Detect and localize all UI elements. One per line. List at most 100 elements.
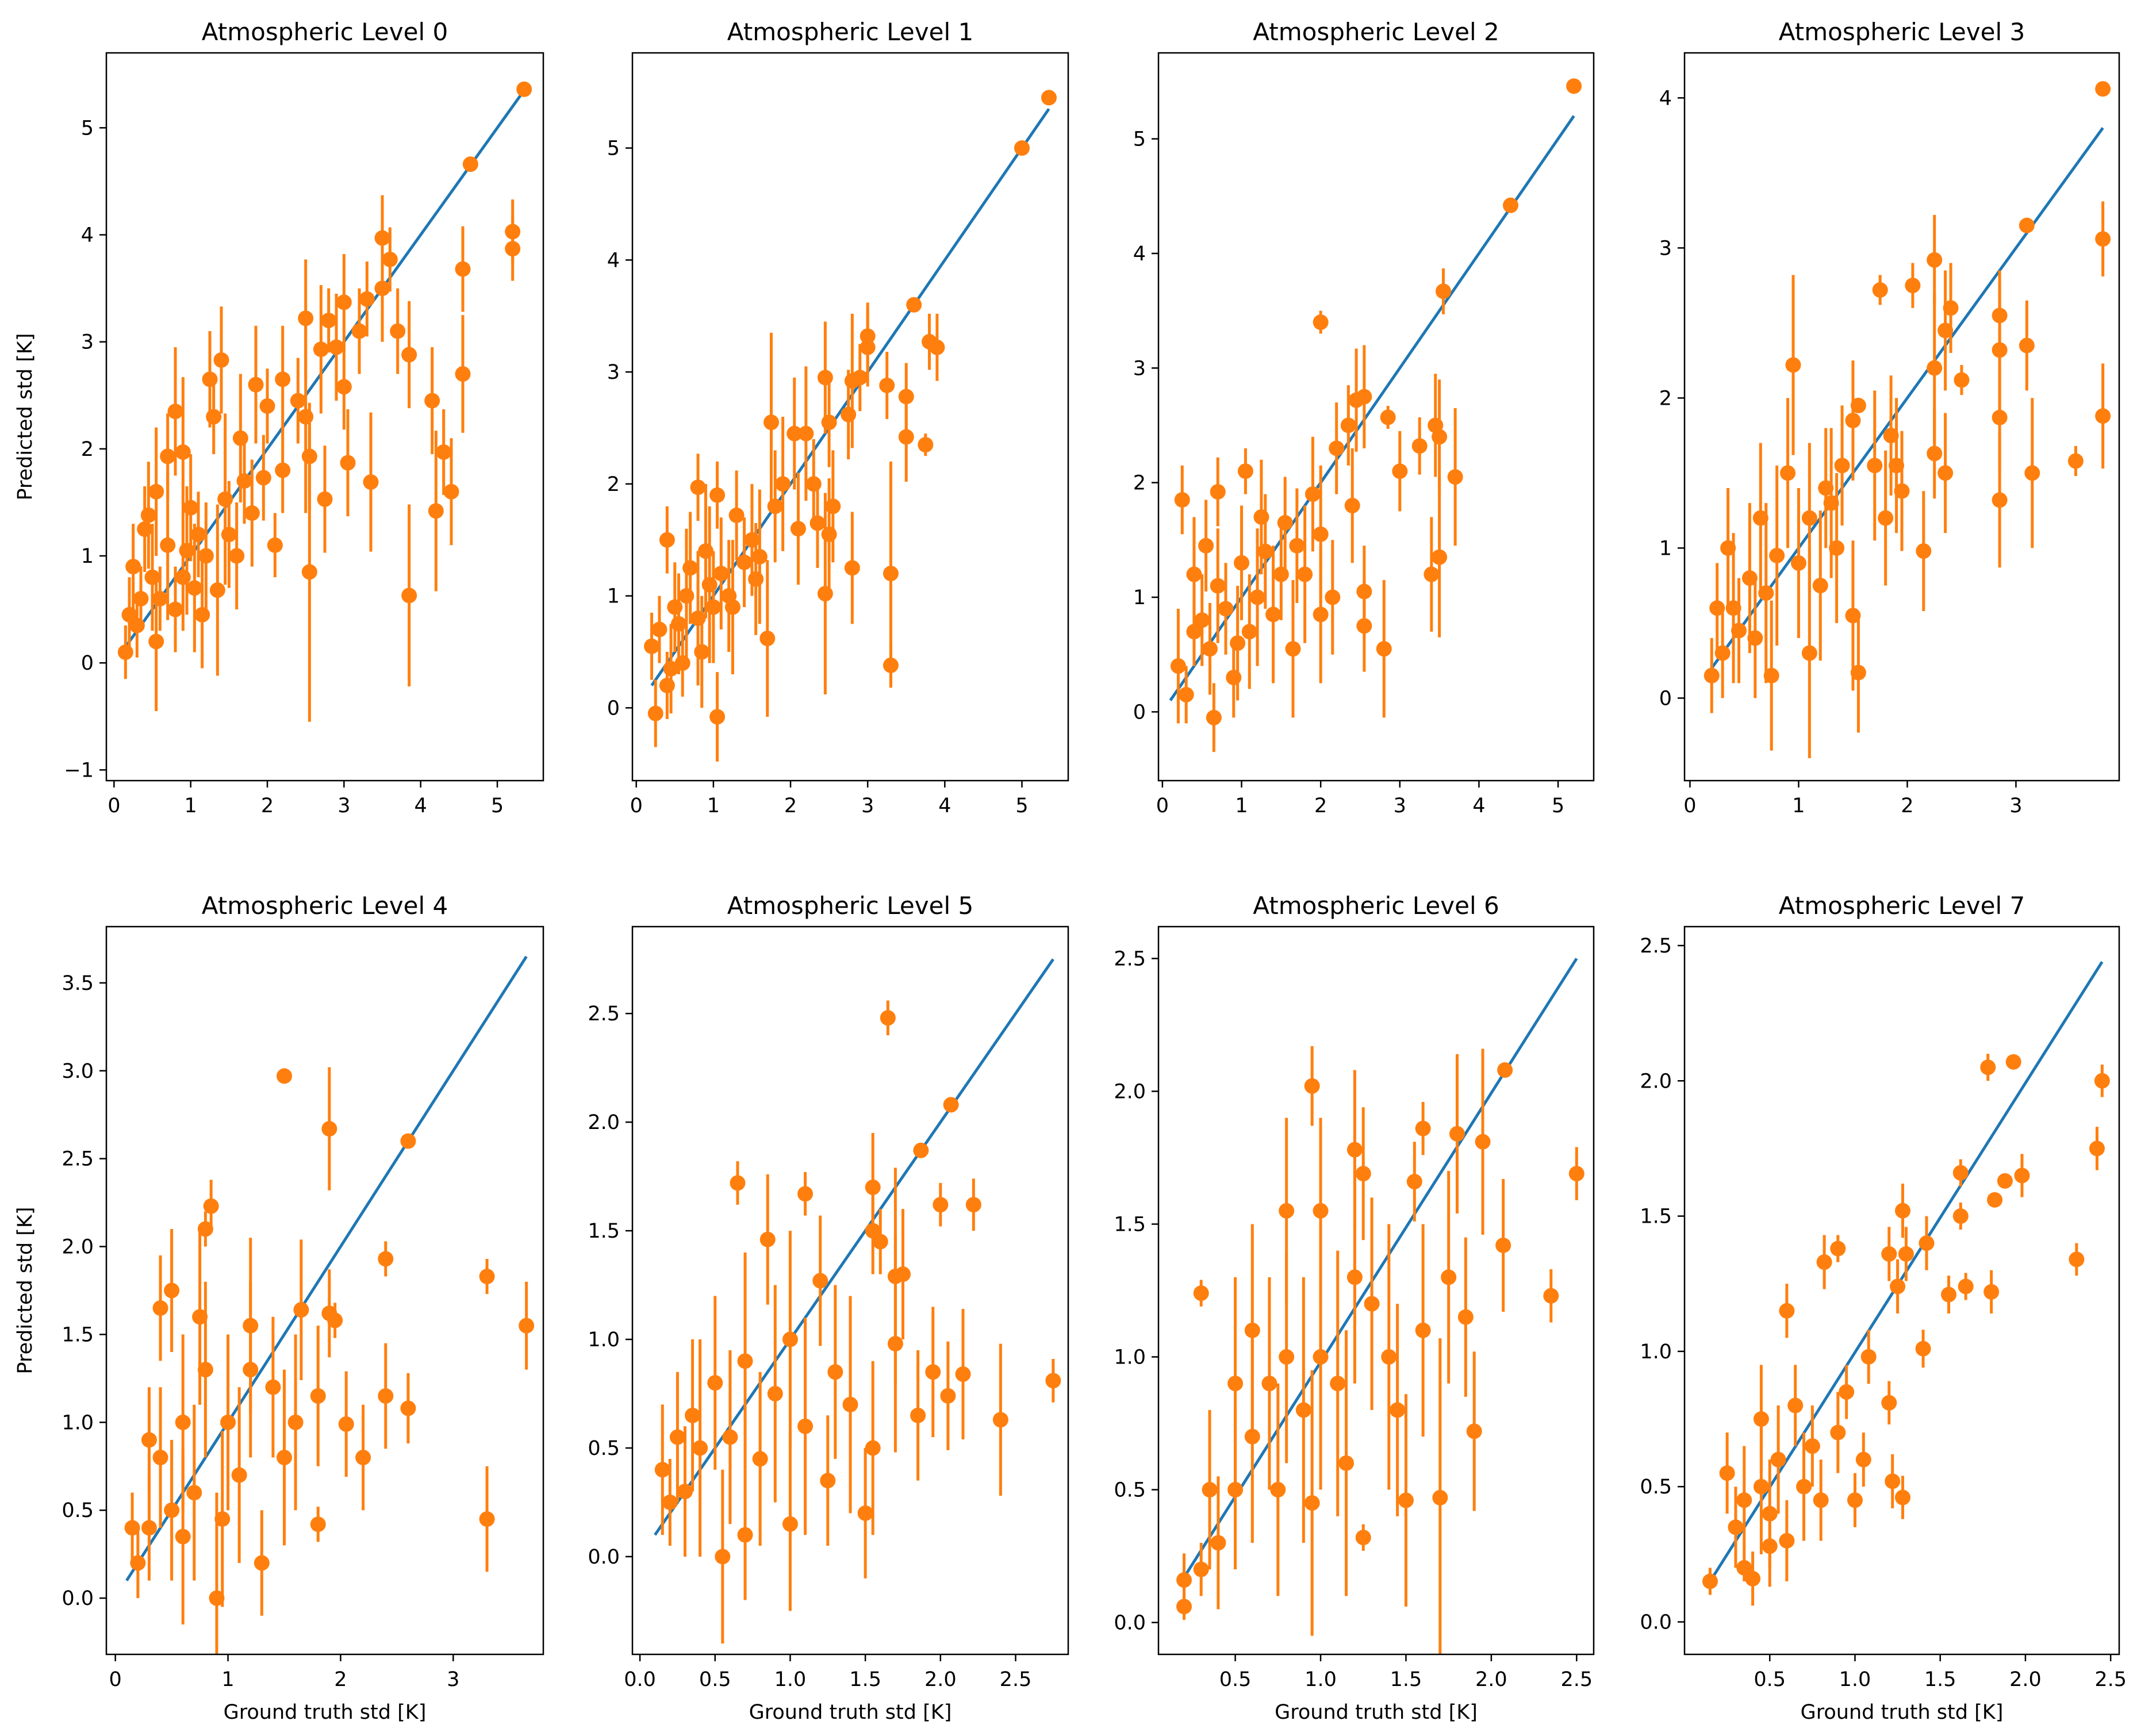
data-point bbox=[1176, 1572, 1192, 1588]
data-point bbox=[374, 281, 390, 297]
data-point bbox=[1432, 429, 1448, 445]
data-point bbox=[267, 537, 283, 553]
data-point bbox=[1495, 1237, 1511, 1253]
y-tick-label: 3.5 bbox=[62, 972, 94, 995]
data-point bbox=[198, 548, 214, 564]
data-point bbox=[1210, 1535, 1226, 1551]
data-point bbox=[1845, 608, 1861, 624]
data-point bbox=[1447, 469, 1463, 485]
data-point bbox=[164, 1282, 180, 1299]
data-point bbox=[1867, 458, 1883, 474]
data-point bbox=[1769, 547, 1785, 563]
data-point bbox=[1883, 428, 1899, 444]
y-tick-label: 1.0 bbox=[62, 1411, 94, 1434]
data-point bbox=[1566, 78, 1582, 94]
data-point bbox=[1210, 578, 1226, 594]
subplot-level-2: Atmospheric Level 2 0 1 2 3 4 5 0 1 2 3 4 5 bbox=[1133, 18, 1595, 817]
data-point bbox=[248, 377, 264, 393]
subplot-level-1: Atmospheric Level 1 0 1 2 3 4 5 0 1 2 3 4 5 bbox=[607, 18, 1069, 817]
data-point bbox=[659, 532, 675, 548]
data-point bbox=[455, 261, 471, 277]
data-point bbox=[1330, 1376, 1346, 1392]
data-point bbox=[1398, 1492, 1414, 1508]
data-point bbox=[209, 582, 225, 598]
data-point bbox=[197, 1221, 213, 1237]
data-point bbox=[880, 1010, 896, 1026]
data-point bbox=[1801, 510, 1817, 526]
data-point bbox=[1745, 1570, 1761, 1587]
y-axis-label: Predicted std [K] bbox=[14, 333, 37, 501]
data-point bbox=[797, 1186, 814, 1202]
data-point bbox=[1346, 1269, 1363, 1285]
y-tick-label: 2.0 bbox=[62, 1236, 94, 1259]
data-point bbox=[1186, 624, 1202, 640]
data-point bbox=[1890, 1278, 1906, 1295]
data-point bbox=[1202, 1482, 1218, 1498]
data-point bbox=[1261, 1376, 1277, 1392]
data-point bbox=[1313, 526, 1329, 542]
data-point bbox=[117, 644, 133, 660]
x-tick-label: 1 bbox=[707, 794, 720, 817]
data-point bbox=[175, 569, 191, 585]
data-point bbox=[1178, 686, 1194, 702]
data-point bbox=[390, 323, 406, 339]
data-point bbox=[728, 507, 745, 523]
data-point bbox=[1270, 1482, 1286, 1498]
data-point bbox=[817, 370, 833, 386]
data-point bbox=[124, 1520, 140, 1536]
data-point bbox=[827, 1364, 843, 1380]
data-point bbox=[1285, 641, 1301, 657]
data-point bbox=[1355, 1530, 1371, 1546]
data-point bbox=[1927, 252, 1943, 268]
data-point bbox=[436, 444, 452, 460]
subplot-level-0: Atmospheric Level 0 Predicted std [K] 0 1… bbox=[14, 18, 544, 817]
y-tick-label: 1.5 bbox=[62, 1323, 94, 1346]
data-point bbox=[782, 1331, 798, 1347]
data-point bbox=[313, 341, 329, 358]
x-tick-label: 3 bbox=[861, 794, 874, 817]
x-tick-label: 4 bbox=[938, 794, 951, 817]
data-point bbox=[1954, 372, 1970, 388]
data-point bbox=[685, 1407, 701, 1423]
data-point bbox=[820, 1473, 836, 1489]
data-point bbox=[1952, 1165, 1969, 1181]
data-point bbox=[301, 448, 317, 464]
x-tick-label: 1 bbox=[1235, 794, 1248, 817]
data-point bbox=[183, 500, 199, 516]
data-point bbox=[321, 312, 337, 328]
data-point bbox=[378, 1388, 394, 1404]
data-point bbox=[644, 638, 660, 654]
identity-line bbox=[120, 89, 525, 654]
data-point bbox=[1780, 465, 1796, 481]
data-point bbox=[152, 1450, 168, 1466]
data-point bbox=[922, 334, 938, 350]
data-point bbox=[125, 559, 141, 575]
data-point bbox=[1041, 90, 1057, 106]
data-point bbox=[1253, 509, 1269, 525]
x-tick-label: 2 bbox=[261, 794, 274, 817]
data-point bbox=[1257, 543, 1273, 559]
data-point bbox=[910, 1407, 926, 1423]
x-axis-label: Ground truth std [K] bbox=[1801, 1701, 2004, 1724]
data-point bbox=[160, 448, 176, 464]
y-tick-label: 3.0 bbox=[62, 1060, 94, 1083]
identity-line bbox=[654, 958, 1054, 1536]
data-point bbox=[1045, 1373, 1061, 1389]
data-point bbox=[1234, 555, 1250, 571]
x-tick-label: 3 bbox=[2009, 794, 2022, 817]
data-point bbox=[401, 587, 417, 604]
data-point bbox=[1850, 665, 1866, 681]
data-point bbox=[940, 1388, 956, 1404]
data-point bbox=[310, 1388, 326, 1404]
data-point bbox=[275, 371, 291, 387]
x-tick-label: 0.5 bbox=[1754, 1668, 1786, 1691]
y-tick-label: 3 bbox=[81, 331, 94, 354]
x-tick-label: 2.0 bbox=[2009, 1668, 2042, 1691]
data-point bbox=[194, 606, 210, 623]
data-point bbox=[1432, 1489, 1448, 1505]
x-tick-label: 1.0 bbox=[1839, 1668, 1871, 1691]
x-tick-label: 2.5 bbox=[1560, 1668, 1593, 1691]
data-point bbox=[479, 1269, 495, 1285]
data-point bbox=[821, 527, 837, 543]
data-point bbox=[654, 1462, 670, 1478]
